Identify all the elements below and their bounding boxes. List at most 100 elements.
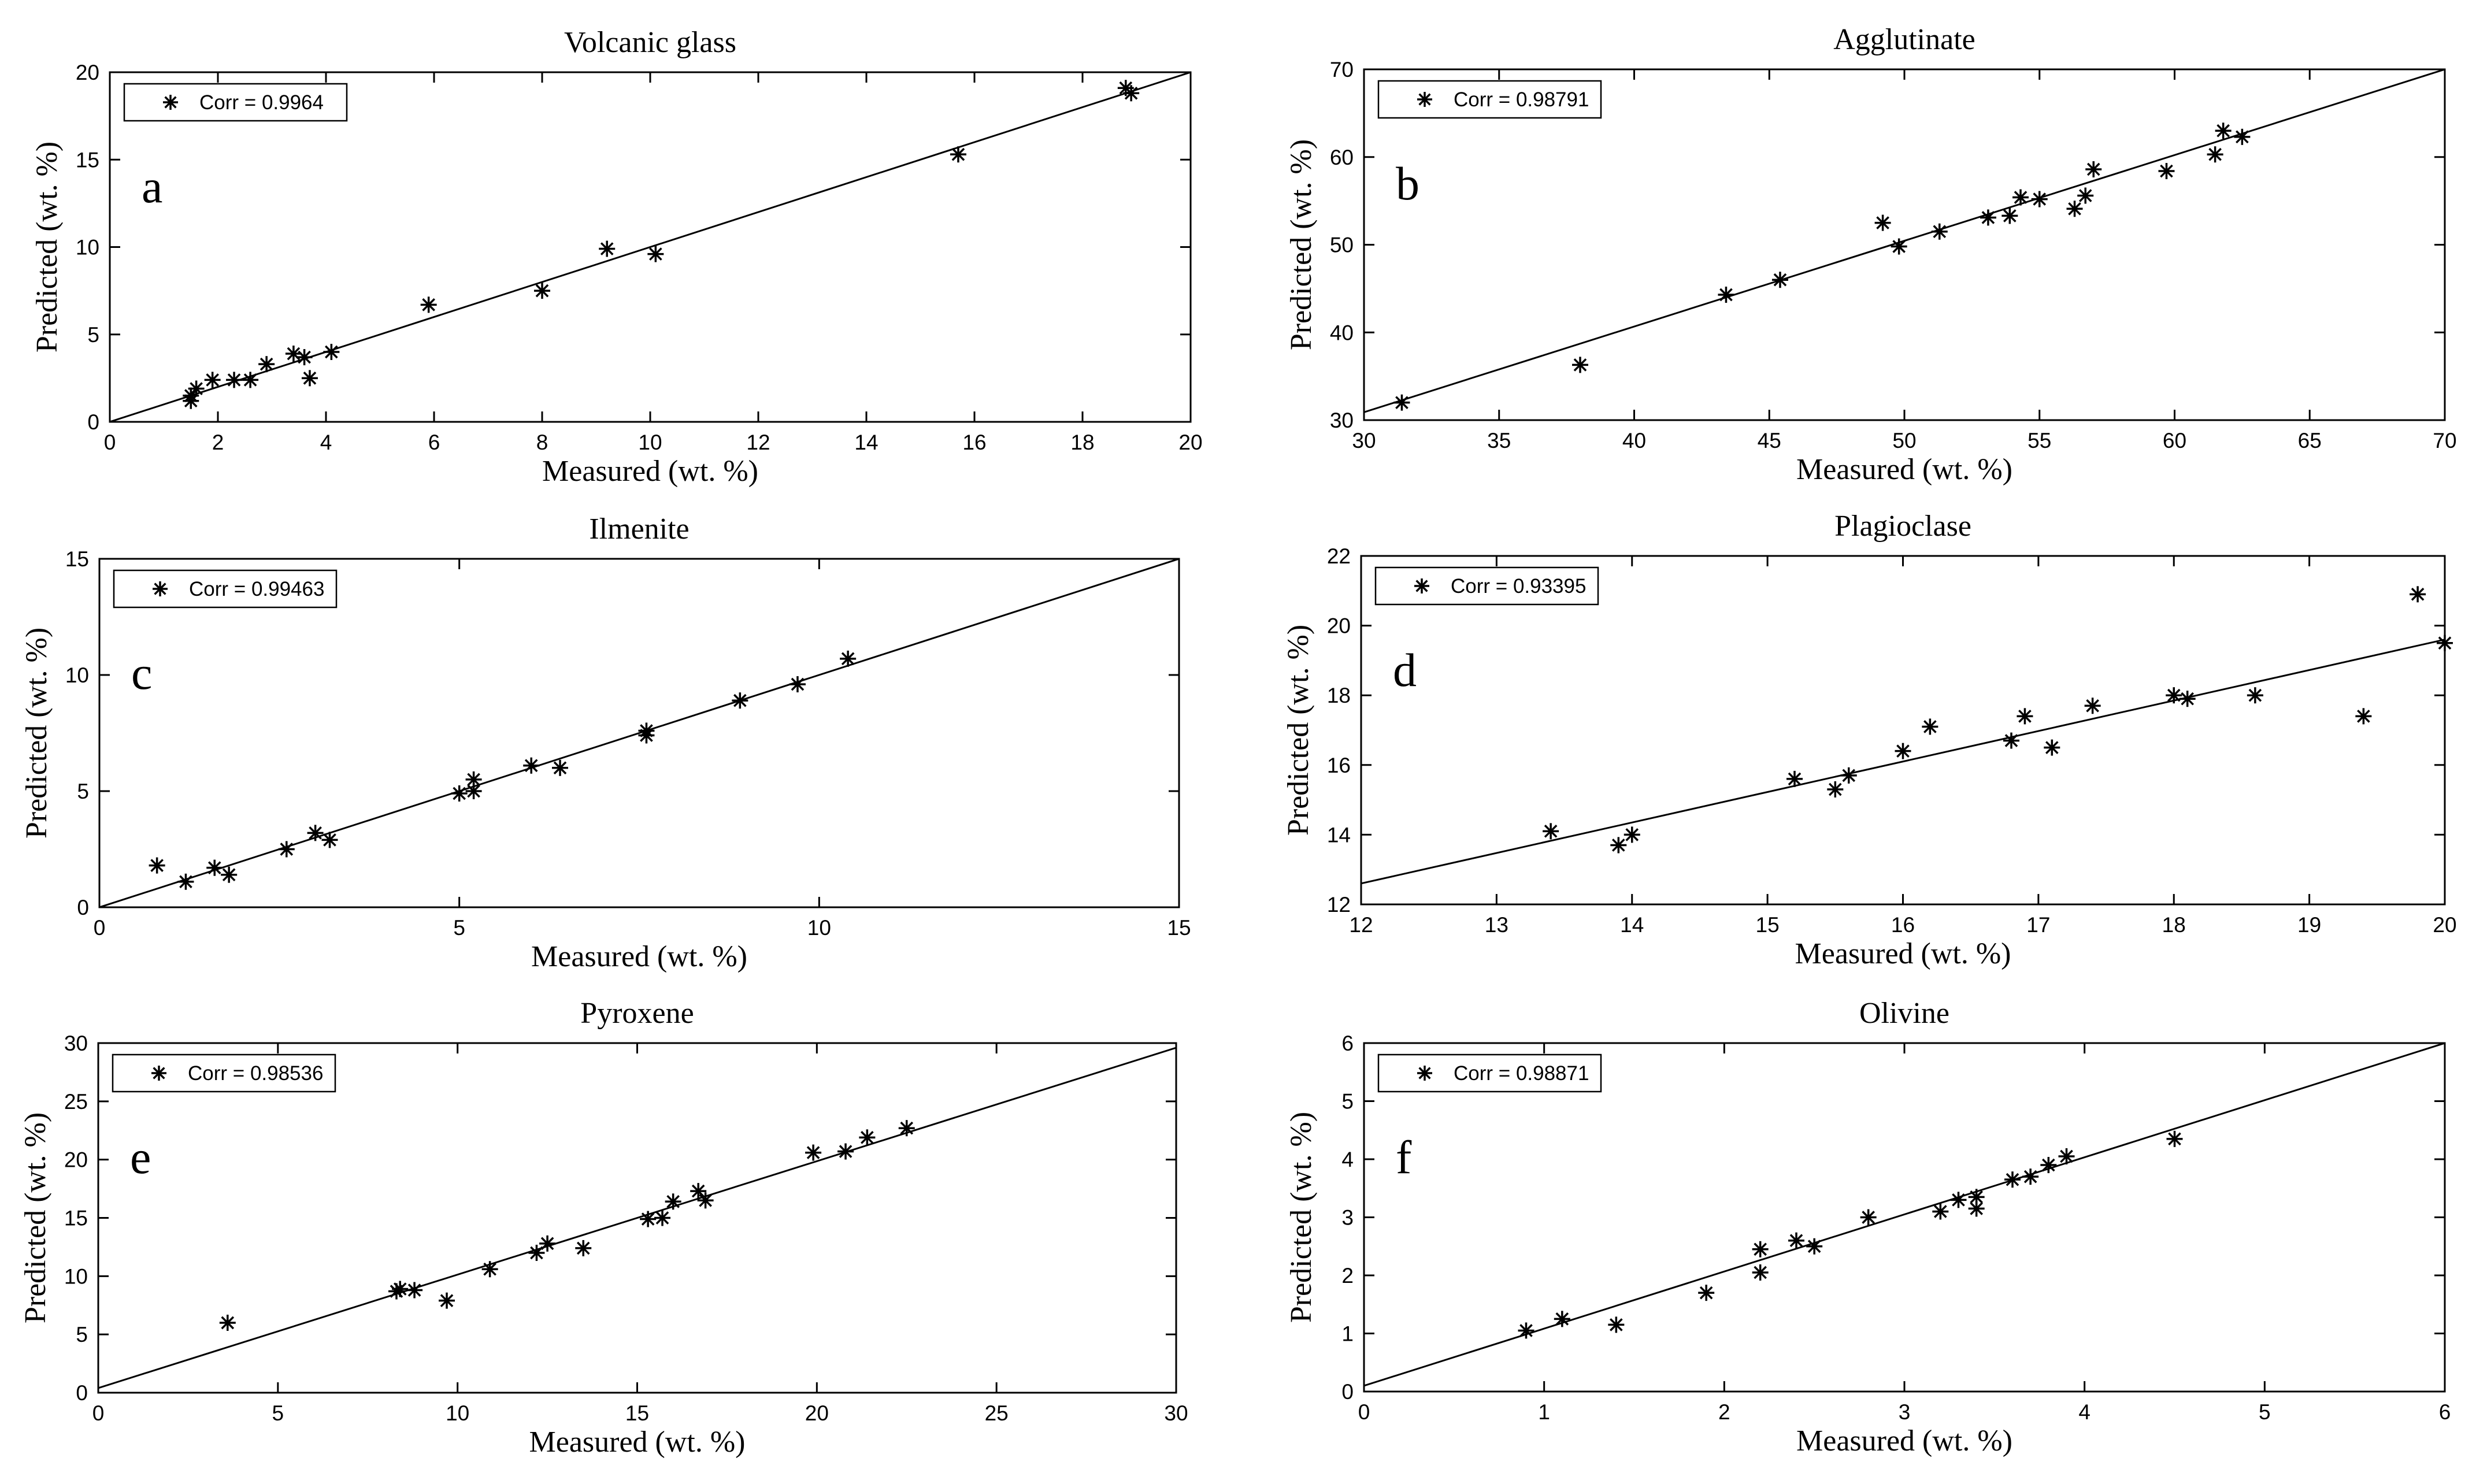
y-tick-label: 50 [1330, 233, 1354, 257]
data-point [1718, 286, 1734, 303]
data-point [647, 246, 664, 262]
x-tick-label: 16 [1891, 913, 1915, 937]
data-point [898, 1120, 915, 1137]
legend-label: Corr = 0.9964 [199, 91, 324, 114]
data-point [1572, 357, 1588, 373]
x-tick-label: 30 [1164, 1401, 1188, 1425]
y-tick-label: 4 [1341, 1148, 1354, 1171]
data-point [1123, 85, 1140, 102]
x-tick-label: 1 [1538, 1400, 1550, 1424]
data-point [2012, 189, 2029, 206]
data-point [552, 759, 569, 776]
y-tick-label: 0 [1341, 1380, 1354, 1404]
x-tick-label: 15 [1167, 916, 1191, 940]
data-point [950, 146, 966, 163]
panel-c: 0 5 10 15 0 5 10 15 Corr = 0.99463 c Ilmenite Measu… [20, 513, 1191, 973]
panel-letter: c [131, 647, 152, 699]
x-axis-label: Measured (wt. %) [529, 1426, 746, 1459]
data-point [301, 370, 318, 387]
y-axis-label: Predicted (wt. %) [1285, 139, 1318, 350]
y-tick-label: 0 [76, 1381, 88, 1405]
chart-title: Olivine [1859, 997, 1949, 1030]
data-point [654, 1210, 671, 1226]
data-point [278, 841, 295, 858]
data-point [1610, 837, 1627, 854]
legend-box [1377, 80, 1602, 119]
data-point [392, 1281, 409, 1297]
panel-e: 0 5 10 15 20 25 30 0 5 10 15 20 25 30 Corr = 0.98536 e P… [19, 997, 1188, 1459]
data-point [481, 1261, 498, 1278]
y-axis-label: Predicted (wt. %) [19, 1112, 52, 1323]
x-tick-label: 13 [1485, 913, 1508, 937]
y-tick-label: 6 [1341, 1032, 1354, 1055]
fit-line [1361, 639, 2445, 885]
data-point [2044, 739, 2060, 756]
fit-line [110, 72, 1191, 422]
y-axis-label: Predicted (wt. %) [31, 142, 64, 353]
y-tick-label: 15 [76, 148, 99, 172]
data-point [599, 240, 616, 257]
data-point [451, 785, 468, 802]
legend-label: Corr = 0.98871 [1454, 1062, 1589, 1085]
chart-title: Ilmenite [589, 513, 689, 546]
data-point [439, 1292, 455, 1309]
data-point [690, 1183, 707, 1200]
x-tick-label: 5 [2259, 1400, 2271, 1424]
data-point [640, 1211, 657, 1227]
legend: Corr = 0.99463 [113, 569, 338, 609]
data-point [2207, 146, 2223, 163]
data-point [1698, 1285, 1715, 1301]
data-point [2410, 586, 2426, 603]
data-point [406, 1282, 423, 1298]
data-point [1932, 1203, 1949, 1220]
y-tick-label: 15 [65, 547, 89, 571]
x-tick-label: 14 [1620, 913, 1644, 937]
legend-box [113, 569, 338, 609]
panel-letter: a [142, 160, 162, 213]
data-point [2084, 698, 2101, 714]
x-tick-label: 12 [746, 431, 770, 454]
x-tick-label: 3 [1899, 1400, 1911, 1424]
y-tick-label: 40 [1330, 321, 1354, 344]
legend-marker-icon [1417, 92, 1432, 107]
x-tick-label: 6 [428, 431, 440, 454]
data-point [321, 832, 338, 848]
panel-letter: d [1393, 644, 1417, 696]
legend-box [123, 83, 348, 122]
x-tick-label: 18 [2162, 913, 2186, 937]
data-point [1806, 1238, 1823, 1255]
y-tick-label: 5 [1341, 1090, 1354, 1114]
data-point [204, 372, 221, 388]
y-tick-label: 18 [1327, 684, 1351, 707]
fit-line [99, 559, 1179, 907]
legend-marker-icon [1417, 1066, 1432, 1081]
x-axis-label: Measured (wt. %) [1796, 453, 2012, 486]
data-point [2066, 201, 2083, 217]
panel-f: 0 1 2 3 4 5 6 0 1 2 3 4 5 6 Corr = 0.98871 f Olivine Meas… [1285, 997, 2451, 1457]
data-point [1393, 394, 1410, 411]
y-tick-label: 10 [76, 236, 99, 259]
x-tick-label: 5 [453, 916, 465, 940]
data-point [2058, 1148, 2075, 1164]
y-axis-label: Predicted (wt. %) [20, 628, 53, 839]
data-point [2001, 207, 2018, 224]
data-point [2234, 128, 2251, 145]
data-point [789, 676, 806, 693]
data-point [2179, 691, 2196, 707]
x-tick-label: 20 [805, 1401, 829, 1425]
x-tick-label: 17 [2026, 913, 2050, 937]
x-tick-label: 20 [2433, 913, 2456, 937]
x-tick-label: 10 [638, 431, 662, 454]
y-tick-label: 22 [1327, 544, 1351, 568]
data-point [2017, 708, 2033, 725]
y-tick-label: 60 [1330, 146, 1354, 169]
legend-box [112, 1053, 336, 1093]
y-tick-label: 25 [64, 1090, 88, 1114]
plot-area-frame [1363, 68, 2446, 421]
x-tick-label: 14 [854, 431, 878, 454]
panel-letter: f [1396, 1131, 1412, 1184]
panel-b: 30 35 40 45 50 55 60 65 70 30 40 50 60 70 Corr = 0.987… [1285, 23, 2457, 486]
data-point [307, 825, 324, 841]
data-point [2166, 1130, 2183, 1147]
x-tick-label: 55 [2027, 429, 2051, 452]
